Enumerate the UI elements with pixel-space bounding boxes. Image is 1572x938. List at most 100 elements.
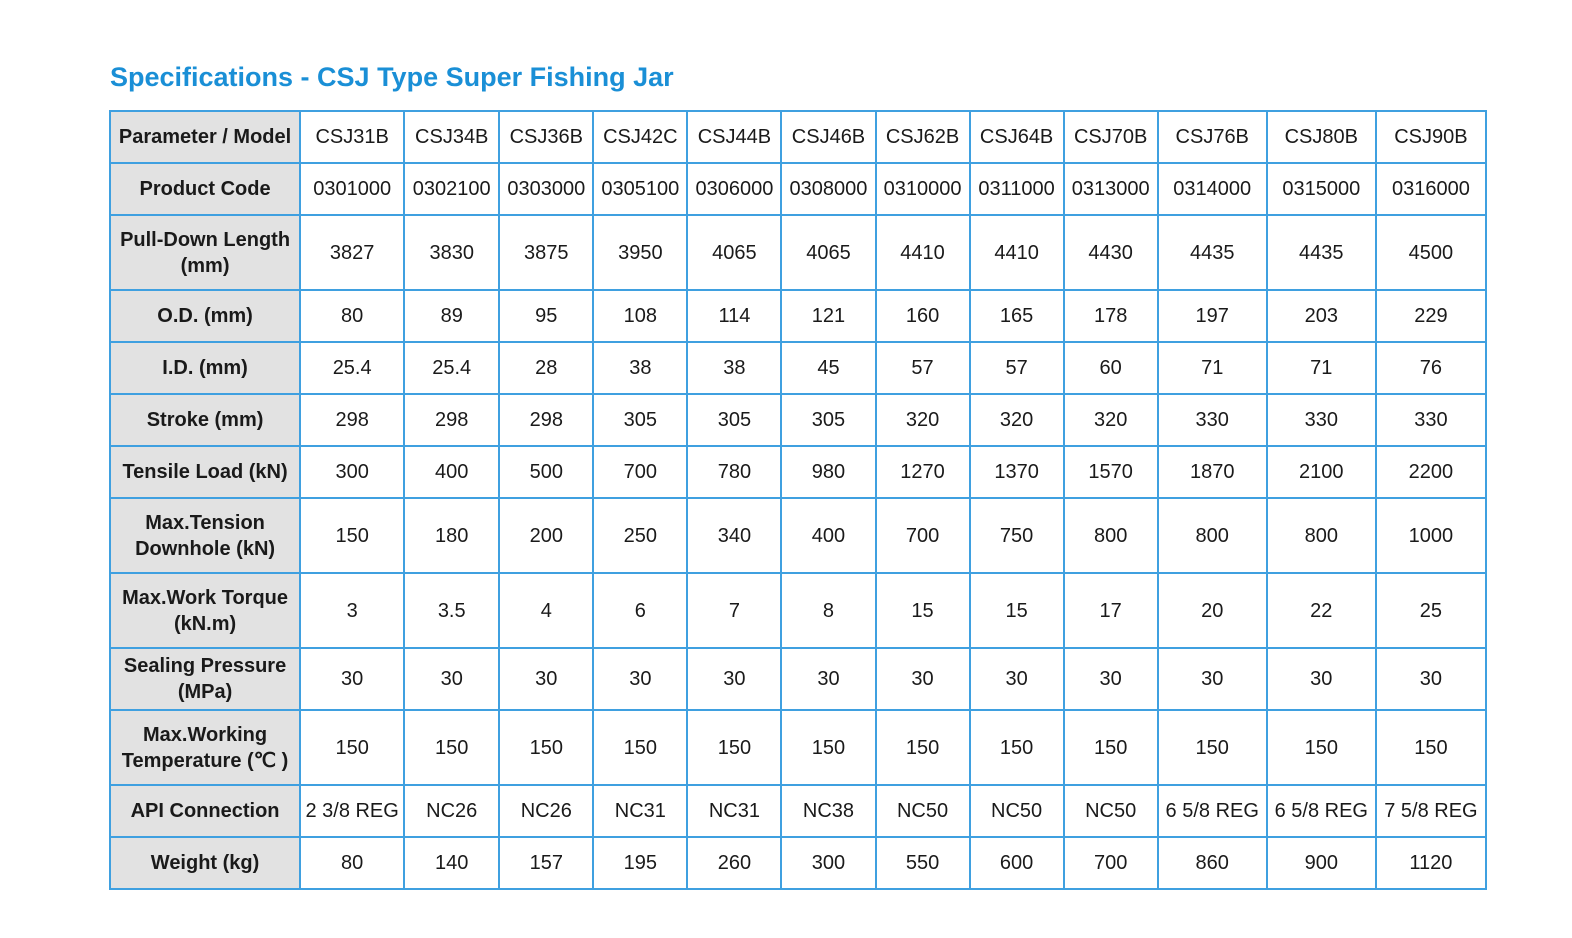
- table-cell: 150: [592, 709, 689, 786]
- table-cell: 1870: [1156, 445, 1268, 499]
- table-cell: 0310000: [874, 162, 971, 216]
- table-cell: 150: [1265, 709, 1377, 786]
- table-cell: 30: [686, 647, 783, 711]
- row-label: Weight (kg): [108, 836, 302, 890]
- table-cell: 0308000: [780, 162, 877, 216]
- table-cell: 150: [1374, 709, 1488, 786]
- table-cell: NC50: [874, 784, 971, 838]
- table-cell: 4065: [780, 214, 877, 291]
- table-cell: NC50: [968, 784, 1065, 838]
- table-cell: 1270: [874, 445, 971, 499]
- table-cell: 30: [498, 647, 595, 711]
- table-row: Max.Work Torque (kN.m) 3 3.5 4 6 7 8 15 15 17 20 22…: [108, 572, 1488, 649]
- table-cell: 45: [780, 341, 877, 395]
- table-cell: 4065: [686, 214, 783, 291]
- table-cell: 320: [874, 393, 971, 447]
- column-header-model: CSJ64B: [968, 110, 1065, 164]
- table-cell: 30: [1156, 647, 1268, 711]
- table-cell: 0311000: [968, 162, 1065, 216]
- column-header-model: CSJ31B: [299, 110, 406, 164]
- table-cell: 157: [498, 836, 595, 890]
- table-cell: 57: [874, 341, 971, 395]
- table-cell: 600: [968, 836, 1065, 890]
- table-cell: 30: [780, 647, 877, 711]
- table-cell: 0301000: [299, 162, 406, 216]
- table-row: Product Code 0301000 0302100 0303000 0305100…: [108, 162, 1488, 216]
- table-cell: 150: [968, 709, 1065, 786]
- table-header-row: Parameter / Model CSJ31B CSJ34B CSJ36B CSJ42…: [108, 110, 1488, 164]
- table-cell: 2100: [1265, 445, 1377, 499]
- table-cell: 800: [1062, 497, 1159, 574]
- table-cell: 3830: [403, 214, 501, 291]
- table-cell: 30: [1062, 647, 1159, 711]
- table-cell: 30: [299, 647, 406, 711]
- column-header-model: CSJ36B: [498, 110, 595, 164]
- table-cell: 300: [299, 445, 406, 499]
- table-cell: NC50: [1062, 784, 1159, 838]
- table-cell: 700: [592, 445, 689, 499]
- row-label: Max.Working Temperature (℃ ): [108, 709, 302, 786]
- table-row: Stroke (mm) 298 298 298 305 305 305 320 320 320 33…: [108, 393, 1488, 447]
- table-cell: 330: [1156, 393, 1268, 447]
- row-label: API Connection: [108, 784, 302, 838]
- table-cell: 0302100: [403, 162, 501, 216]
- table-cell: 22: [1265, 572, 1377, 649]
- table-cell: 1000: [1374, 497, 1488, 574]
- table-cell: 15: [968, 572, 1065, 649]
- row-label: Stroke (mm): [108, 393, 302, 447]
- table-cell: 15: [874, 572, 971, 649]
- table-cell: 20: [1156, 572, 1268, 649]
- table-cell: 260: [686, 836, 783, 890]
- table-cell: 150: [780, 709, 877, 786]
- column-header-model: CSJ62B: [874, 110, 971, 164]
- column-header-model: CSJ46B: [780, 110, 877, 164]
- table-cell: 114: [686, 289, 783, 343]
- table-cell: 2200: [1374, 445, 1488, 499]
- table-cell: 800: [1156, 497, 1268, 574]
- table-cell: 25: [1374, 572, 1488, 649]
- table-cell: 71: [1156, 341, 1268, 395]
- column-header-model: CSJ44B: [686, 110, 783, 164]
- table-cell: 250: [592, 497, 689, 574]
- table-cell: 3827: [299, 214, 406, 291]
- table-cell: 300: [780, 836, 877, 890]
- table-cell: 0313000: [1062, 162, 1159, 216]
- table-cell: 6: [592, 572, 689, 649]
- table-cell: 8: [780, 572, 877, 649]
- table-cell: 0314000: [1156, 162, 1268, 216]
- table-cell: 7: [686, 572, 783, 649]
- table-cell: 121: [780, 289, 877, 343]
- table-cell: 150: [1156, 709, 1268, 786]
- table-cell: 140: [403, 836, 501, 890]
- table-cell: 180: [403, 497, 501, 574]
- page-title: Specifications - CSJ Type Super Fishing …: [110, 62, 674, 92]
- table-cell: 150: [874, 709, 971, 786]
- table-cell: 0306000: [686, 162, 783, 216]
- table-cell: 60: [1062, 341, 1159, 395]
- table-cell: 0315000: [1265, 162, 1377, 216]
- row-label: I.D. (mm): [108, 341, 302, 395]
- table-cell: 4410: [968, 214, 1065, 291]
- table-cell: 200: [498, 497, 595, 574]
- table-row: Weight (kg) 80 140 157 195 260 300 550 600 700 860…: [108, 836, 1488, 890]
- table-row: Sealing Pressure (MPa) 30 30 30 30 30 30 30 30 30…: [108, 647, 1488, 711]
- table-row: Tensile Load (kN) 300 400 500 700 780 980 1270 1…: [108, 445, 1488, 499]
- table-cell: 0316000: [1374, 162, 1488, 216]
- table-row: Pull-Down Length (mm) 3827 3830 3875 3950 406…: [108, 214, 1488, 291]
- row-label: Product Code: [108, 162, 302, 216]
- table-cell: 30: [1374, 647, 1488, 711]
- table-cell: 4500: [1374, 214, 1488, 291]
- table-cell: 320: [1062, 393, 1159, 447]
- table-cell: 197: [1156, 289, 1268, 343]
- row-label: Sealing Pressure (MPa): [108, 647, 302, 711]
- table-cell: 150: [299, 497, 406, 574]
- table-cell: 3.5: [403, 572, 501, 649]
- table-cell: 305: [780, 393, 877, 447]
- table-cell: 0303000: [498, 162, 595, 216]
- table-cell: 305: [686, 393, 783, 447]
- table-row: Max.Working Temperature (℃ ) 150 150 150 150…: [108, 709, 1488, 786]
- table-cell: 4: [498, 572, 595, 649]
- table-cell: 860: [1156, 836, 1268, 890]
- table-cell: 150: [686, 709, 783, 786]
- table-cell: 160: [874, 289, 971, 343]
